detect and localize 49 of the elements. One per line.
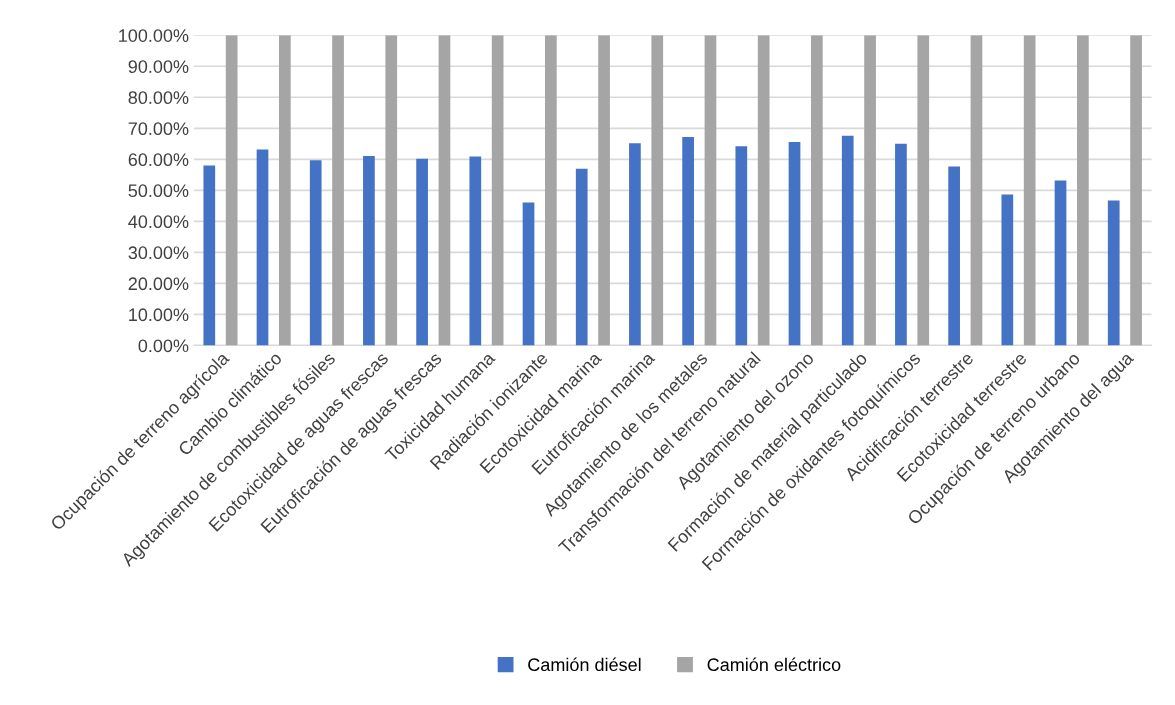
bar: [629, 143, 641, 346]
bar: [1077, 35, 1089, 346]
bar: [332, 35, 344, 346]
bar: [279, 35, 291, 346]
bar: [469, 156, 482, 346]
bar: [598, 35, 610, 346]
y-tick-label: 60.00%: [128, 153, 189, 167]
bar: [309, 160, 322, 346]
bar: [864, 35, 876, 346]
y-tick-label: 0.00%: [138, 339, 189, 353]
bar: [948, 166, 960, 346]
y-tick-label: 90.00%: [128, 60, 189, 73]
bar: [203, 165, 216, 346]
y-tick-label: 30.00%: [128, 246, 189, 260]
bar: [811, 35, 823, 346]
bar: [256, 149, 269, 346]
bar: [682, 137, 694, 346]
bar: [651, 35, 664, 346]
bar: [225, 35, 238, 346]
legend-label: Camión eléctrico: [707, 657, 841, 672]
bar: [841, 135, 854, 346]
bar: [788, 141, 801, 346]
y-tick-label: 10.00%: [129, 308, 189, 322]
bar: [575, 168, 588, 346]
bar: [363, 155, 375, 346]
bar: [416, 158, 428, 346]
bar: [522, 202, 535, 346]
bar: [970, 35, 983, 346]
bar: [1107, 200, 1120, 346]
y-tick-label: 70.00%: [128, 122, 189, 136]
bar: [1023, 35, 1036, 346]
bar: [917, 35, 930, 346]
y-tick-label: 50.00%: [128, 184, 189, 198]
y-tick-label: 80.00%: [128, 91, 189, 105]
bar: [438, 35, 451, 346]
bar: [545, 35, 557, 346]
y-tick-label: 100.00%: [119, 29, 189, 42]
bar: [704, 35, 717, 346]
bar: [735, 146, 748, 346]
bar: [1130, 35, 1142, 346]
y-tick-label: 40.00%: [128, 215, 189, 229]
bar: [385, 35, 398, 346]
bar: [757, 35, 770, 346]
bar: [1001, 194, 1014, 346]
bar: [491, 35, 504, 346]
y-tick-label: 20.00%: [128, 277, 189, 291]
legend-label: Camión diésel: [528, 657, 641, 672]
bar: [895, 143, 907, 346]
bar: [1054, 180, 1067, 346]
